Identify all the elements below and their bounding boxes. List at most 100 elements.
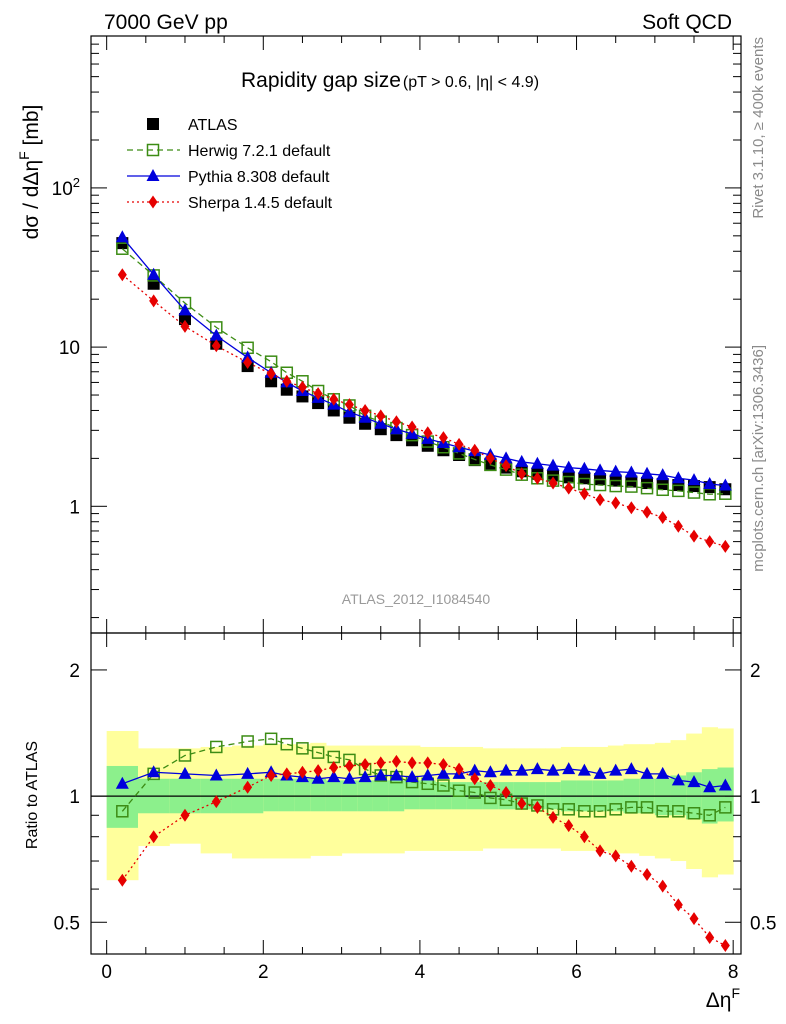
sherpa-point xyxy=(117,268,127,282)
sherpa-point xyxy=(266,768,276,782)
atlas-point xyxy=(562,471,575,484)
pythia-point xyxy=(389,768,403,781)
x-tick-label: 6 xyxy=(571,962,582,983)
herwig-point xyxy=(452,784,466,797)
pythia-point xyxy=(115,776,129,789)
sherpa-point xyxy=(611,496,621,510)
sherpa-point xyxy=(517,467,527,481)
sherpa-point xyxy=(360,403,370,417)
pythia-point xyxy=(499,451,513,464)
y-tick-label-right: 1 xyxy=(750,787,761,808)
sherpa-point xyxy=(532,471,542,485)
pythia-point xyxy=(178,766,192,779)
pythia-point xyxy=(530,762,544,775)
atlas-point xyxy=(178,313,191,326)
sherpa-line xyxy=(121,274,726,548)
atlas-point xyxy=(265,375,278,388)
legend: ATLAS Herwig 7.2.1 default Pythia 8.308 de… xyxy=(127,117,333,212)
sherpa-point xyxy=(376,756,386,770)
sherpa-point xyxy=(658,879,668,893)
pythia-point xyxy=(468,763,482,776)
pythia-point xyxy=(593,766,607,779)
pythia-point xyxy=(718,478,732,491)
herwig-point xyxy=(625,480,638,493)
sherpa-point xyxy=(501,785,511,799)
sherpa-point xyxy=(313,764,323,778)
sherpa-point xyxy=(438,431,448,445)
mcplots-label: mcplots.cern.ch [arXiv:1306.3436] xyxy=(750,345,767,572)
header-right: Soft QCD xyxy=(642,11,732,34)
herwig-point xyxy=(296,742,309,755)
herwig-point xyxy=(468,786,481,799)
x-tick-label: 2 xyxy=(258,962,269,983)
header-left: 7000 GeV pp xyxy=(104,11,228,34)
sherpa-point xyxy=(117,873,127,887)
pythia-point xyxy=(515,454,529,467)
legend-marker-sherpa xyxy=(148,195,158,209)
sherpa-point xyxy=(642,868,652,882)
pythia-point xyxy=(687,775,701,788)
pythia-point xyxy=(209,768,223,781)
legend-label-pythia: Pythia 8.308 default xyxy=(188,169,330,186)
y-tick-label-right: 0.5 xyxy=(750,913,776,934)
herwig-point xyxy=(687,807,701,820)
pythia-point xyxy=(530,456,544,469)
sherpa-point xyxy=(423,426,433,440)
sherpa-point xyxy=(720,939,730,953)
sherpa-point xyxy=(329,761,339,775)
pythia-point xyxy=(342,405,356,418)
pythia-point xyxy=(577,763,591,776)
y-tick-label-left: 1 xyxy=(69,787,80,808)
band-inner xyxy=(263,778,280,812)
band-inner xyxy=(278,778,296,812)
pythia-point xyxy=(436,766,450,779)
main-series xyxy=(115,230,732,553)
sherpa-point xyxy=(297,380,307,394)
analysis-watermark: ATLAS_2012_I1084540 xyxy=(342,591,491,607)
atlas-point xyxy=(468,454,481,467)
sherpa-point xyxy=(423,756,433,770)
band-inner xyxy=(419,780,437,810)
legend-marker-herwig xyxy=(146,143,160,157)
pythia-point xyxy=(687,473,701,486)
rivet-label: Rivet 3.1.10, ≥ 400k events xyxy=(750,37,767,219)
sherpa-point xyxy=(595,493,605,507)
y-tick-label-right: 2 xyxy=(750,661,761,682)
sherpa-point xyxy=(705,535,715,549)
sherpa-point xyxy=(626,859,636,873)
pythia-point xyxy=(499,763,513,776)
band-inner xyxy=(106,765,139,828)
herwig-point xyxy=(625,801,638,814)
legend-label-sherpa: Sherpa 1.4.5 default xyxy=(188,195,333,212)
y-tick-label: 10 xyxy=(59,338,80,359)
herwig-point xyxy=(593,478,607,492)
pythia-point xyxy=(671,471,685,484)
pythia-point xyxy=(656,766,670,779)
sherpa-point xyxy=(211,339,221,353)
sherpa-point xyxy=(180,808,190,822)
pythia-point xyxy=(593,463,607,476)
pythia-point xyxy=(562,762,576,775)
herwig-point xyxy=(178,749,192,762)
sherpa-point xyxy=(673,898,683,912)
sherpa-point xyxy=(149,294,159,308)
pythia-point xyxy=(546,763,560,776)
pythia-point xyxy=(640,466,654,479)
sherpa-point xyxy=(548,476,558,490)
sherpa-point xyxy=(564,481,574,495)
band-inner xyxy=(310,778,327,812)
sherpa-point xyxy=(211,795,221,809)
sherpa-point xyxy=(391,754,401,768)
sherpa-point xyxy=(266,367,276,381)
pythia-point xyxy=(405,770,419,783)
pythia-point xyxy=(609,464,623,477)
herwig-point xyxy=(593,805,607,818)
herwig-point xyxy=(640,481,654,495)
sherpa-point xyxy=(407,420,417,434)
y-tick-label: 1 xyxy=(69,497,80,518)
herwig-point xyxy=(656,805,669,818)
sherpa-point xyxy=(579,830,589,844)
pythia-point xyxy=(703,780,717,793)
sherpa-point xyxy=(689,529,699,543)
sherpa-point xyxy=(344,759,354,773)
